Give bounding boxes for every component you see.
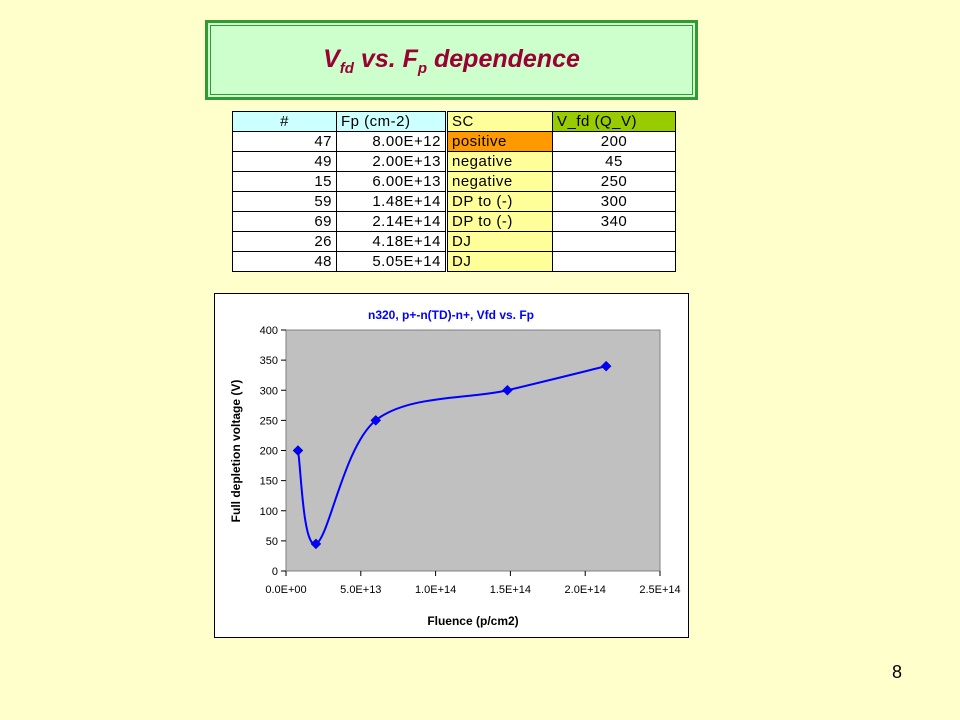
chart-title: n320, p+-n(TD)-n+, Vfd vs. Fp bbox=[368, 308, 534, 322]
table-cell: 340 bbox=[552, 211, 676, 232]
data-point bbox=[370, 415, 382, 426]
table-header-row: # Fp (cm-2) SC V_fd (Q_V) bbox=[232, 111, 676, 132]
table-cell: 69 bbox=[232, 211, 337, 232]
x-tick-label: 1.5E+14 bbox=[490, 584, 531, 596]
table-cell: 49 bbox=[232, 151, 337, 172]
y-tick-label: 150 bbox=[260, 476, 278, 488]
table-cell: 5.05E+14 bbox=[336, 251, 448, 272]
table-cell: 250 bbox=[552, 171, 676, 192]
title-box: Vfd vs. Fp dependence bbox=[205, 20, 698, 100]
table-cell: 300 bbox=[552, 191, 676, 212]
slide-title: Vfd vs. Fp dependence bbox=[323, 45, 580, 77]
header-cell: Fp (cm-2) bbox=[336, 111, 448, 132]
table-row: 59 1.48E+14 DP to (-) 300 bbox=[232, 191, 676, 212]
x-tick-label: 1.0E+14 bbox=[415, 584, 456, 596]
y-axis: 0 50 100 150 200 250 300 350 400 bbox=[260, 325, 286, 578]
table-row: 26 4.18E+14 DJ bbox=[232, 231, 676, 252]
x-axis-label: Fluence (p/cm2) bbox=[427, 614, 518, 628]
table-cell bbox=[552, 251, 676, 272]
chart-box: n320, p+-n(TD)-n+, Vfd vs. Fp 0 50 100 150 2… bbox=[214, 293, 689, 638]
x-tick-label: 2.5E+14 bbox=[639, 584, 680, 596]
table-cell: 1.48E+14 bbox=[336, 191, 448, 212]
table-cell: 48 bbox=[232, 251, 337, 272]
table-cell: 4.18E+14 bbox=[336, 231, 448, 252]
data-point bbox=[310, 538, 322, 550]
y-tick-label: 0 bbox=[272, 566, 278, 578]
table-cell: 26 bbox=[232, 231, 337, 252]
table-cell: 200 bbox=[552, 131, 676, 152]
table-cell: 45 bbox=[552, 151, 676, 172]
table-cell: 15 bbox=[232, 171, 337, 192]
table-cell: positive bbox=[446, 131, 553, 152]
x-tick-label: 0.0E+00 bbox=[265, 584, 306, 596]
y-tick-label: 250 bbox=[260, 415, 278, 427]
page-number: 8 bbox=[891, 662, 902, 682]
table-cell: DJ bbox=[446, 251, 553, 272]
table-cell bbox=[552, 231, 676, 252]
table-row: 69 2.14E+14 DP to (-) 340 bbox=[232, 211, 676, 232]
data-point bbox=[292, 445, 304, 456]
table-cell: 6.00E+13 bbox=[336, 171, 448, 192]
table-cell: DJ bbox=[446, 231, 553, 252]
x-axis: 0.0E+00 5.0E+13 1.0E+14 1.5E+14 2.0E+14 2.5E+… bbox=[265, 571, 681, 596]
table-cell: 59 bbox=[232, 191, 337, 212]
table-cell: negative bbox=[446, 151, 553, 172]
table-row: 47 8.00E+12 positive 200 bbox=[232, 131, 676, 152]
x-tick-label: 5.0E+13 bbox=[340, 584, 381, 596]
y-tick-label: 200 bbox=[260, 446, 278, 458]
y-tick-label: 400 bbox=[260, 325, 278, 337]
table-row: 49 2.00E+13 negative 45 bbox=[232, 151, 676, 172]
table-cell: 47 bbox=[232, 131, 337, 152]
table-row: 48 5.05E+14 DJ bbox=[232, 251, 676, 272]
data-table: # Fp (cm-2) SC V_fd (Q_V) 47 8.00E+12 po… bbox=[232, 111, 676, 272]
y-tick-label: 300 bbox=[260, 385, 278, 397]
y-tick-label: 50 bbox=[266, 536, 278, 548]
table-cell: DP to (-) bbox=[446, 191, 553, 212]
data-point bbox=[502, 384, 513, 396]
chart: n320, p+-n(TD)-n+, Vfd vs. Fp 0 50 100 150 2… bbox=[229, 308, 681, 628]
y-tick-label: 350 bbox=[260, 355, 278, 367]
table-row: 15 6.00E+13 negative 250 bbox=[232, 171, 676, 192]
table-cell: negative bbox=[446, 171, 553, 192]
plot-area bbox=[285, 329, 661, 572]
table-cell: 8.00E+12 bbox=[336, 131, 448, 152]
series-group bbox=[292, 360, 612, 550]
table-cell: 2.00E+13 bbox=[336, 151, 448, 172]
table-cell: 2.14E+14 bbox=[336, 211, 448, 232]
data-point bbox=[600, 360, 612, 372]
header-cell: V_fd (Q_V) bbox=[552, 111, 676, 132]
header-cell: # bbox=[232, 111, 337, 132]
x-tick-label: 2.0E+14 bbox=[565, 584, 606, 596]
y-axis-label: Full depletion voltage (V) bbox=[229, 380, 243, 523]
header-cell: SC bbox=[446, 111, 553, 132]
y-tick-label: 100 bbox=[260, 506, 278, 518]
table-cell: DP to (-) bbox=[446, 211, 553, 232]
